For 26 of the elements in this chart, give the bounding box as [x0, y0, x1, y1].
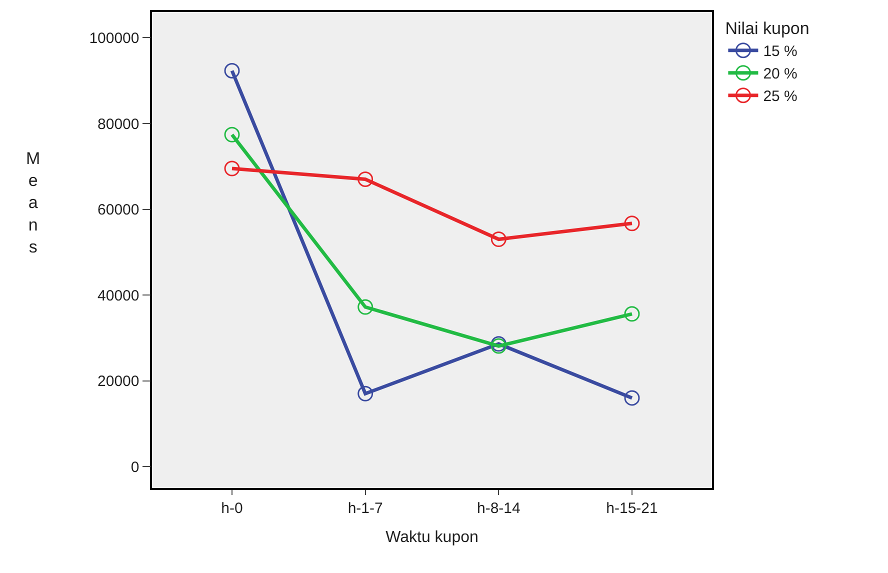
point	[358, 386, 374, 402]
point	[358, 299, 374, 315]
x-axis-title: Waktu kupon	[386, 528, 478, 546]
y-tick-label: 40000	[98, 287, 140, 304]
y-axis-title: Means	[26, 149, 40, 256]
y-tick-label: 20000	[98, 373, 140, 390]
point	[490, 232, 506, 248]
legend-title: Nilai kupon	[725, 19, 810, 38]
point	[624, 390, 640, 406]
point	[624, 306, 640, 322]
point	[224, 160, 240, 176]
point	[224, 63, 240, 78]
x-tick-label: h-1-7	[348, 500, 383, 517]
legend-label: 25 %	[763, 88, 798, 106]
y-tick-label: 60000	[98, 202, 140, 219]
x-tick-label: h-8-14	[476, 500, 520, 517]
x-tick-label: h-15-21	[606, 500, 658, 517]
point	[358, 171, 374, 187]
point	[224, 126, 240, 142]
x-tick-label: h-0	[221, 500, 243, 517]
legend-label: 20 %	[763, 66, 798, 83]
legend-label: 15 %	[763, 43, 798, 60]
y-tick-label: 80000	[98, 116, 140, 133]
y-tick-label: 100000	[89, 30, 140, 47]
point	[624, 216, 640, 232]
y-tick-label: 0	[130, 458, 140, 476]
